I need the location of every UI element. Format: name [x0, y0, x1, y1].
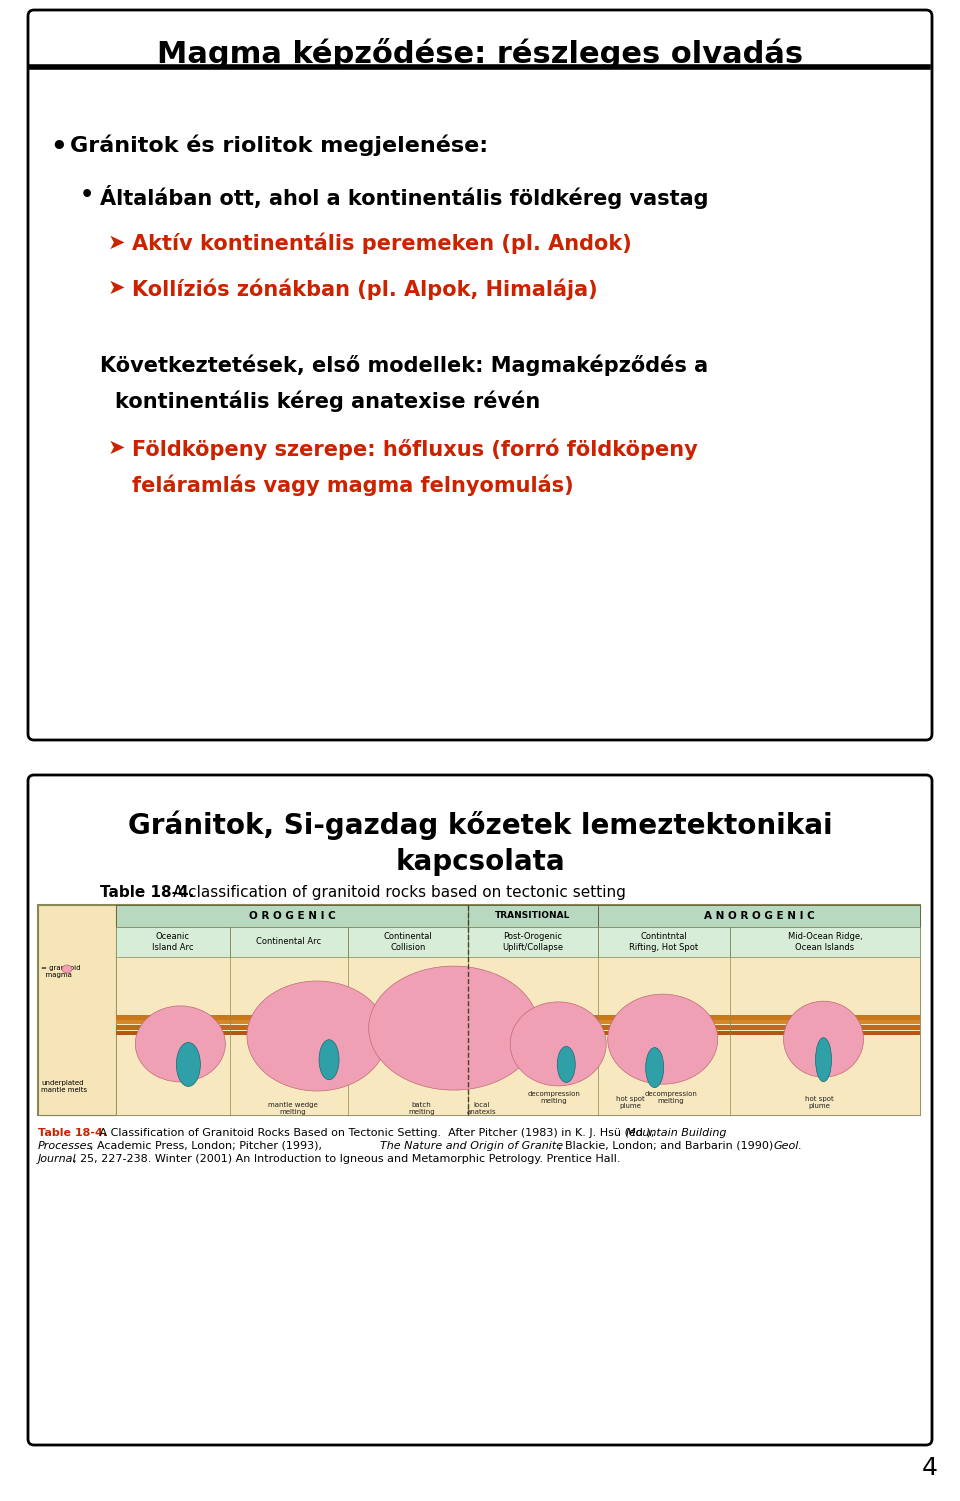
Text: Continental
Collision: Continental Collision: [384, 932, 432, 952]
Text: Continental Arc: Continental Arc: [256, 938, 322, 947]
Text: Gránitok, Si-gazdag kőzetek lemeztektonikai: Gránitok, Si-gazdag kőzetek lemeztektoni…: [128, 811, 832, 839]
Bar: [348, 928, 468, 958]
Ellipse shape: [247, 982, 387, 1091]
Text: kontinentális kéreg anatexise révén: kontinentális kéreg anatexise révén: [115, 390, 540, 411]
Bar: [468, 928, 598, 958]
Text: , Academic Press, London; Pitcher (1993),: , Academic Press, London; Pitcher (1993)…: [90, 1141, 325, 1151]
Text: O R O G E N I C: O R O G E N I C: [249, 911, 335, 922]
Text: Gránitok és riolitok megjelenése:: Gránitok és riolitok megjelenése:: [70, 135, 488, 156]
Text: Journal: Journal: [38, 1154, 77, 1163]
Text: hot spot
plume: hot spot plume: [616, 1096, 645, 1109]
Text: Aktív kontinentális peremeken (pl. Andok): Aktív kontinentális peremeken (pl. Andok…: [132, 233, 632, 255]
Text: , Blackie, London; and Barbarin (1990): , Blackie, London; and Barbarin (1990): [558, 1141, 777, 1151]
Text: Geol.: Geol.: [773, 1141, 802, 1151]
Text: A Classification of Granitoid Rocks Based on Tectonic Setting.  After Pitcher (1: A Classification of Granitoid Rocks Base…: [96, 1127, 658, 1138]
Text: mantle wedge
melting: mantle wedge melting: [268, 1102, 318, 1115]
Text: TRANSITIONAL: TRANSITIONAL: [495, 911, 570, 920]
Bar: [116, 905, 920, 1115]
Ellipse shape: [608, 994, 718, 1084]
Bar: [116, 1015, 920, 1021]
Text: Kollíziós zónákban (pl. Alpok, Himalája): Kollíziós zónákban (pl. Alpok, Himalája): [132, 278, 598, 300]
Text: , 25, 227-238. Winter (2001) An Introduction to Igneous and Metamorphic Petrolog: , 25, 227-238. Winter (2001) An Introduc…: [73, 1154, 620, 1163]
Bar: [230, 928, 348, 958]
Text: Magma képződése: részleges olvadás: Magma képződése: részleges olvadás: [156, 38, 804, 69]
Text: 4: 4: [922, 1456, 938, 1480]
Text: The Nature and Origin of Granite: The Nature and Origin of Granite: [380, 1141, 564, 1151]
Bar: [730, 928, 920, 958]
Ellipse shape: [177, 1042, 201, 1087]
Text: feláramlás vagy magma felnyomulás): feláramlás vagy magma felnyomulás): [132, 474, 574, 497]
Text: hot spot
plume: hot spot plume: [805, 1096, 834, 1109]
Bar: [116, 1031, 920, 1036]
Text: Processes: Processes: [38, 1141, 93, 1151]
Bar: [598, 928, 730, 958]
Bar: [116, 1021, 920, 1024]
Text: Oceanic
Island Arc: Oceanic Island Arc: [153, 932, 194, 952]
Ellipse shape: [319, 1040, 339, 1079]
Text: Contintntal
Rifting, Hot Spot: Contintntal Rifting, Hot Spot: [630, 932, 699, 952]
Text: Post-Orogenic
Uplift/Collapse: Post-Orogenic Uplift/Collapse: [502, 932, 564, 952]
Bar: [468, 905, 598, 928]
Text: local
anatexis: local anatexis: [467, 1102, 496, 1115]
Text: Table 18-4.: Table 18-4.: [38, 1127, 108, 1138]
Ellipse shape: [815, 1037, 831, 1082]
Text: = granitoid
  magma: = granitoid magma: [41, 965, 81, 979]
Text: Általában ott, ahol a kontinentális földkéreg vastag: Általában ott, ahol a kontinentális föld…: [100, 185, 708, 209]
Text: Table 18-4.: Table 18-4.: [100, 886, 194, 901]
Text: Következtetések, első modellek: Magmaképződés a: Következtetések, első modellek: Magmakép…: [100, 356, 708, 377]
Ellipse shape: [510, 1001, 606, 1085]
Text: batch
melting: batch melting: [408, 1102, 435, 1115]
Ellipse shape: [646, 1048, 663, 1088]
Bar: [116, 1025, 920, 1030]
Bar: [38, 905, 116, 1115]
FancyBboxPatch shape: [28, 11, 932, 740]
Text: kapcsolata: kapcsolata: [396, 848, 564, 877]
Text: ➤: ➤: [108, 278, 126, 299]
Text: Földköpeny szerepe: hőfluxus (forró földköpeny: Földköpeny szerepe: hőfluxus (forró föld…: [132, 438, 698, 459]
Text: Mountain Building: Mountain Building: [626, 1127, 727, 1138]
Text: decompression
melting: decompression melting: [528, 1091, 581, 1105]
Bar: [38, 905, 920, 1115]
Ellipse shape: [557, 1046, 575, 1082]
Text: ➤: ➤: [108, 438, 126, 458]
Text: Mid-Ocean Ridge,
Ocean Islands: Mid-Ocean Ridge, Ocean Islands: [787, 932, 862, 952]
Text: A N O R O G E N I C: A N O R O G E N I C: [704, 911, 814, 922]
Text: A classification of granitoid rocks based on tectonic setting: A classification of granitoid rocks base…: [168, 886, 626, 901]
Ellipse shape: [135, 1006, 226, 1082]
FancyBboxPatch shape: [28, 775, 932, 1445]
Bar: [116, 905, 468, 928]
Text: ➤: ➤: [108, 233, 126, 254]
Text: underplated
mantle melts: underplated mantle melts: [41, 1081, 87, 1093]
Text: •: •: [50, 135, 67, 161]
Ellipse shape: [369, 967, 539, 1090]
Bar: [116, 928, 230, 958]
Text: decompression
melting: decompression melting: [644, 1091, 697, 1105]
Ellipse shape: [783, 1001, 864, 1078]
Text: •: •: [80, 185, 94, 206]
Ellipse shape: [62, 965, 72, 973]
Bar: [598, 905, 920, 928]
